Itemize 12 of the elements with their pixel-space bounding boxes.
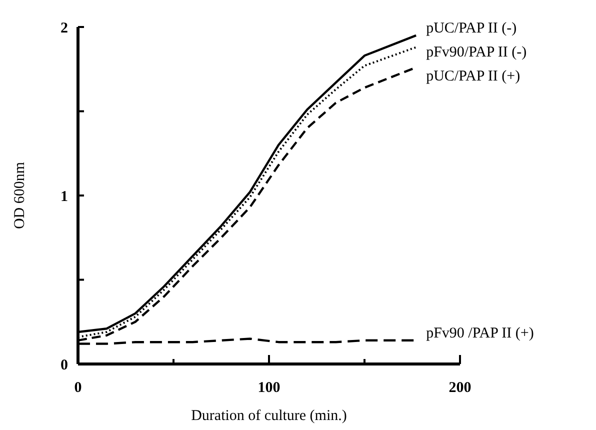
y-tick-label: 1 <box>60 188 68 205</box>
x-tick-label: 0 <box>74 380 82 396</box>
x-tick-label: 200 <box>448 380 472 396</box>
series-label: pFv90/PAP II (-) <box>426 44 527 61</box>
series-label: pUC/PAP II (-) <box>426 20 517 37</box>
series-label: pUC/PAP II (+) <box>426 68 520 85</box>
x-tick-label: 100 <box>258 380 280 396</box>
series-label: pFv90 /PAP II (+) <box>426 326 534 342</box>
y-tick-label: 2 <box>60 20 68 36</box>
y-tick-label: 0 <box>60 357 68 374</box>
x-axis-title: Duration of culture (min.) <box>191 408 347 424</box>
y-axis-title: OD 600nm <box>12 162 28 230</box>
